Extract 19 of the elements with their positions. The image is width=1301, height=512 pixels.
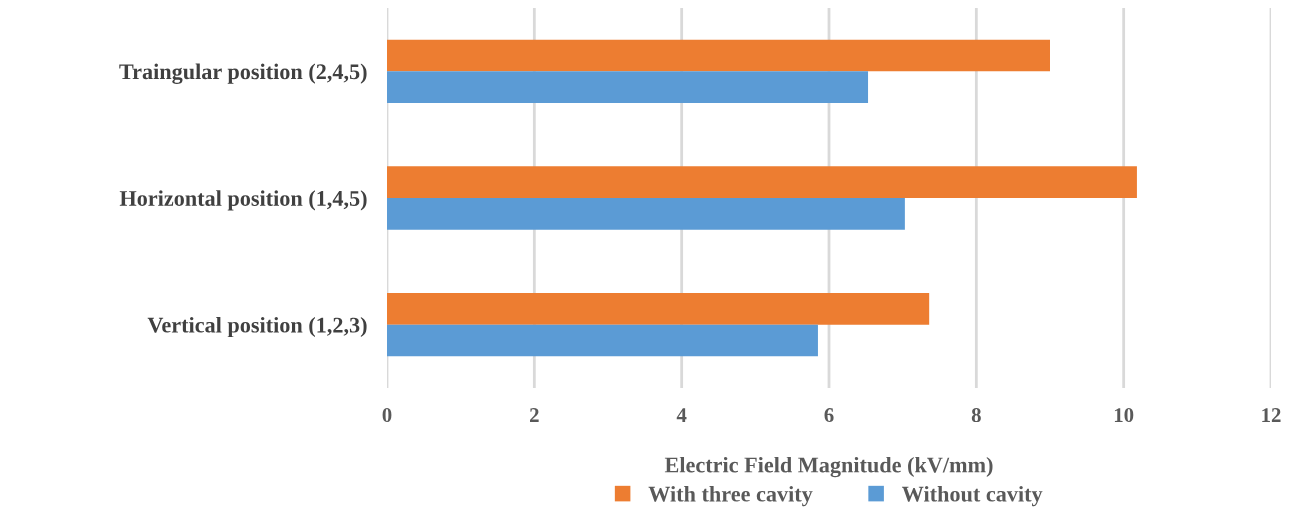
x-tick-label: 6 (824, 408, 834, 423)
y-tick-label: Vertical position (1,2,3) (147, 316, 367, 338)
legend-label: Without cavity (901, 485, 1043, 507)
bar (387, 293, 930, 325)
x-tick-label: 2 (530, 408, 539, 422)
bar (387, 71, 869, 103)
x-tick-label: 0 (382, 408, 392, 423)
x-tick-label: 12 (1262, 408, 1281, 422)
y-tick-label: Horizontal position (1,4,5) (119, 190, 367, 211)
bar (387, 166, 1137, 198)
x-tick-label: 4 (676, 408, 687, 422)
y-tick-label: Traingular position (2,4,5) (119, 63, 367, 84)
x-tick-label: 8 (971, 408, 981, 423)
bar (387, 324, 818, 357)
bar (387, 198, 905, 230)
x-tick-label: 10 (1114, 408, 1134, 423)
bar (387, 39, 1050, 72)
legend-label: With three cavity (648, 485, 813, 507)
x-axis-title: Electric Field Magnitude (kV/mm) (664, 456, 993, 478)
